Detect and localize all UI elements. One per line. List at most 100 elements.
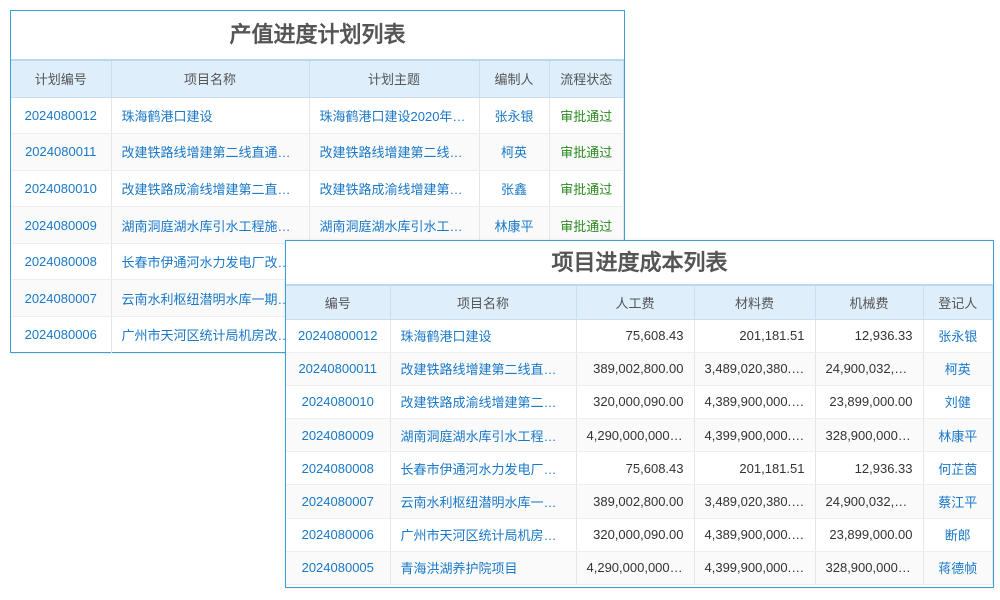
- table-cell: 12,936.33: [815, 319, 924, 353]
- table-cell[interactable]: 云南水利枢纽潜明水库一期工程: [111, 279, 310, 318]
- table-cell[interactable]: 2024080011: [11, 133, 112, 171]
- table-cell[interactable]: 湖南洞庭湖水库引水工程施工标: [390, 418, 577, 453]
- table-row[interactable]: 2024080010改建铁路成渝线增建第二直通线工程320,000,090.00…: [286, 385, 993, 420]
- table-cell: 3,489,020,380.00: [694, 484, 816, 519]
- table-cell[interactable]: 20240800011: [286, 352, 391, 386]
- table-cell: 24,900,032,800.00: [815, 352, 924, 386]
- table-cell: 201,181.51: [694, 319, 816, 353]
- table-cell[interactable]: 长春市伊通河水力发电厂改建工程: [390, 451, 577, 486]
- table-cell[interactable]: 2024080006: [286, 518, 391, 552]
- table-cell[interactable]: 湖南洞庭湖水库引水工程施工标: [111, 206, 310, 244]
- table-cell[interactable]: 云南水利枢纽潜明水库一期工程: [390, 484, 577, 519]
- table-cell[interactable]: 2024080007: [286, 484, 391, 519]
- column-header[interactable]: 登记人: [923, 284, 993, 320]
- table-cell: 审批通过: [549, 133, 624, 171]
- table-cell: 4,290,000,000.00: [576, 418, 695, 453]
- table-cell: 蒋德帧: [923, 551, 993, 586]
- table-cell[interactable]: 2024080010: [286, 385, 391, 420]
- table-row[interactable]: 2024080009 湖南洞庭湖水库引水工程施工标 4,290,000,000.00…: [286, 418, 993, 453]
- panel-title: 项目进度成本列表: [551, 250, 728, 275]
- table-cell[interactable]: 改建铁路成渝线增建第二直通线工程: [111, 170, 310, 208]
- table-cell: 4,290,000,000.00: [576, 551, 695, 586]
- table-cell[interactable]: 2024080007: [11, 279, 112, 318]
- table-cell[interactable]: 长春市伊通河水力发电厂改建工程: [111, 243, 310, 281]
- table-cell: 12,936.33: [815, 451, 924, 486]
- column-header[interactable]: 项目名称: [111, 59, 310, 98]
- column-header[interactable]: 流程状态: [549, 59, 624, 98]
- table-cell[interactable]: 2024080006: [11, 316, 112, 354]
- table-cell: 320,000,090.00: [576, 385, 695, 420]
- cost-list-panel: 项目进度成本列表 编号 项目名称 人工费 材料费 机械费 登记人 20240800012 珠海…: [285, 240, 994, 588]
- table-row[interactable]: 2024080010改建铁路成渝线增建第二直通线工程改建铁路成渝线增建第二线计划…: [11, 170, 624, 208]
- table-cell: 断郎: [923, 518, 993, 552]
- table-cell: 389,002,800.00: [576, 352, 695, 386]
- table-cell: 审批通过: [549, 206, 624, 244]
- table-cell: 320,000,090.00: [576, 518, 695, 552]
- table-cell[interactable]: 改建铁路线增建第二线直通线工程: [390, 352, 577, 386]
- table-cell[interactable]: 改建铁路成渝线增建第二直通线工程: [390, 385, 577, 420]
- table-cell[interactable]: 2024080008: [11, 243, 112, 281]
- table-cell: 何芷茵: [923, 451, 993, 486]
- table-cell: 4,399,900,000.00: [694, 551, 816, 586]
- table-cell: 改建铁路成渝线增建第二线计划: [309, 170, 480, 208]
- table-cell[interactable]: 广州市天河区统计局机房改造项目: [111, 316, 310, 354]
- table-cell: 3,489,020,380.00: [694, 352, 816, 386]
- table-row[interactable]: 2024080012 珠海鹤港口建设 珠海鹤港口建设2020年度计划 张永银 审批通过: [11, 97, 624, 135]
- column-header[interactable]: 计划编号: [11, 59, 112, 98]
- table-cell: 23,899,000.00: [815, 385, 924, 420]
- table-cell: 张永银: [479, 97, 550, 135]
- column-header[interactable]: 编号: [286, 284, 391, 320]
- table-cell: 389,002,800.00: [576, 484, 695, 519]
- column-header[interactable]: 计划主题: [309, 59, 480, 98]
- column-header[interactable]: 材料费: [694, 284, 816, 320]
- column-header[interactable]: 机械费: [815, 284, 924, 320]
- table-cell[interactable]: 珠海鹤港口建设: [390, 319, 577, 353]
- cost-table: 编号 项目名称 人工费 材料费 机械费 登记人 20240800012 珠海鹤港口建设 75,6…: [286, 284, 993, 586]
- column-header[interactable]: 编制人: [479, 59, 550, 98]
- table-row[interactable]: 2024080007 云南水利枢纽潜明水库一期工程 389,002,800.00 3,…: [286, 484, 993, 519]
- table-cell: 328,900,000.00: [815, 551, 924, 586]
- table-row[interactable]: 2024080009 湖南洞庭湖水库引水工程施工标 湖南洞庭湖水库引水工程计划 林康平…: [11, 206, 624, 244]
- table-cell[interactable]: 改建铁路线增建第二线直通线工程: [111, 133, 310, 171]
- table-cell[interactable]: 20240800012: [286, 319, 391, 353]
- table-cell: 328,900,000.00: [815, 418, 924, 453]
- table-row[interactable]: 20240800011改建铁路线增建第二线直通线工程389,002,800.00…: [286, 352, 993, 386]
- table-cell[interactable]: 珠海鹤港口建设: [111, 97, 310, 135]
- table-cell: 张永银: [923, 319, 993, 353]
- table-cell: 4,399,900,000.00: [694, 418, 816, 453]
- table-cell: 珠海鹤港口建设2020年度计划: [309, 97, 480, 135]
- table-cell[interactable]: 2024080009: [11, 206, 112, 244]
- table-cell[interactable]: 2024080008: [286, 451, 391, 486]
- table-cell: 刘健: [923, 385, 993, 420]
- table-cell[interactable]: 青海洪湖养护院项目: [390, 551, 577, 586]
- column-header[interactable]: 项目名称: [390, 284, 577, 320]
- table-row[interactable]: 2024080011 改建铁路线增建第二线直通线工程 改建铁路线增建第二线计划 柯英审…: [11, 133, 624, 171]
- table-cell: 张鑫: [479, 170, 550, 208]
- table-row[interactable]: 2024080008长春市伊通河水力发电厂改建工程75,608.43201,18…: [286, 451, 993, 486]
- table-cell[interactable]: 2024080012: [11, 97, 112, 135]
- table-cell[interactable]: 2024080005: [286, 551, 391, 586]
- plan-table: 计划编号 项目名称 计划主题 编制人 流程状态 2024080012 珠海鹤港口建设 珠海鹤港…: [11, 59, 624, 354]
- table-cell: 75,608.43: [576, 319, 695, 353]
- table-cell[interactable]: 2024080009: [286, 418, 391, 453]
- table-cell[interactable]: 广州市天河区统计局机房改造项目: [390, 518, 577, 552]
- table-cell: 23,899,000.00: [815, 518, 924, 552]
- table-cell: 4,389,900,000.00: [694, 385, 816, 420]
- panel-title: 产值进度计划列表: [229, 22, 406, 47]
- column-header[interactable]: 人工费: [576, 284, 695, 320]
- table-cell: 湖南洞庭湖水库引水工程计划: [309, 206, 480, 244]
- table-cell: 审批通过: [549, 170, 624, 208]
- table-row[interactable]: 20240800012 珠海鹤港口建设 75,608.43 201,181.51 12,…: [286, 319, 993, 353]
- table-cell: 改建铁路线增建第二线计划: [309, 133, 480, 171]
- table-cell: 24,900,032,800.00: [815, 484, 924, 519]
- table-row[interactable]: 2024080005 青海洪湖养护院项目 4,290,000,000.00 4,399…: [286, 551, 993, 586]
- table-cell: 4,389,900,000.00: [694, 518, 816, 552]
- table-cell: 201,181.51: [694, 451, 816, 486]
- table-cell: 林康平: [479, 206, 550, 244]
- table-row[interactable]: 2024080006广州市天河区统计局机房改造项目320,000,090.004…: [286, 518, 993, 552]
- table-cell: 柯英: [923, 352, 993, 386]
- table-cell: 审批通过: [549, 97, 624, 135]
- plan-list-panel: 产值进度计划列表 计划编号 项目名称 计划主题 编制人 流程状态 2024080012 珠海…: [10, 10, 625, 354]
- table-cell[interactable]: 2024080010: [11, 170, 112, 208]
- table-cell: 柯英: [479, 133, 550, 171]
